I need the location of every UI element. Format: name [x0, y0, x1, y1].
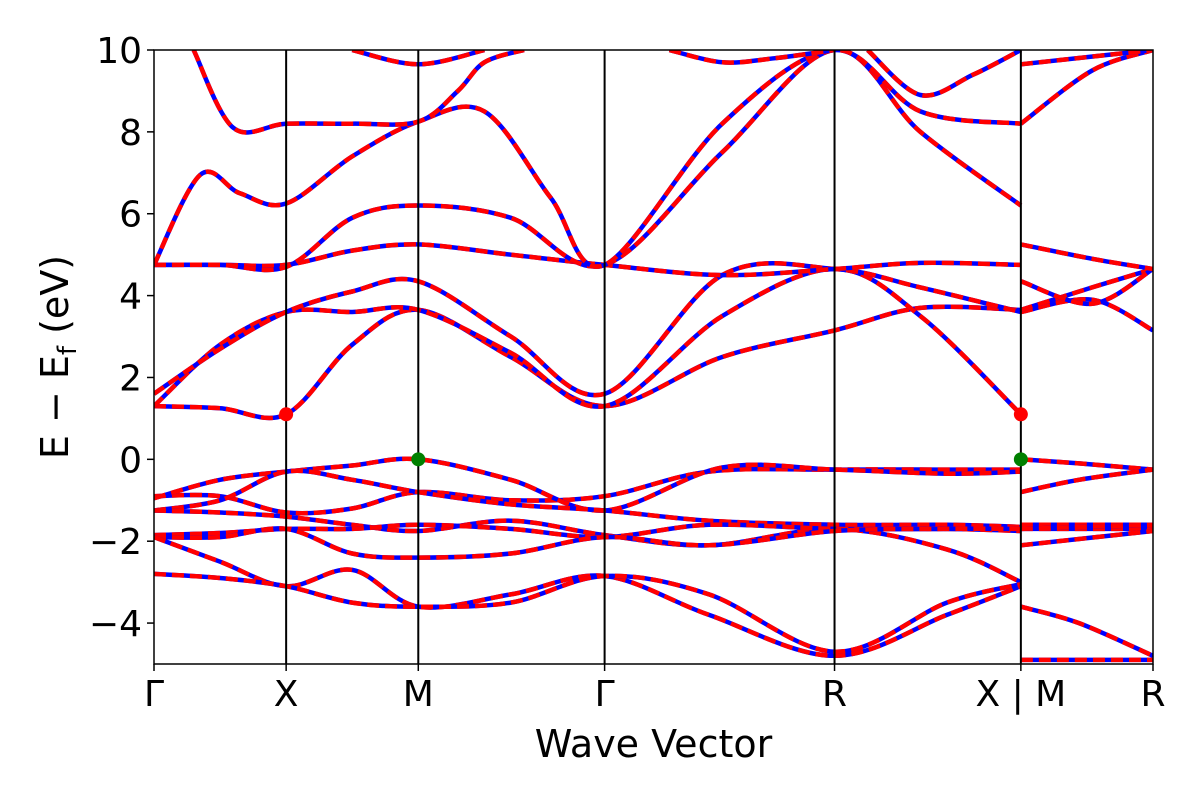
band-line-dashed [1020, 604, 1153, 658]
cbm-marker [279, 407, 294, 422]
band-line-solid [154, 534, 1022, 659]
x-tick-label: R [1140, 674, 1165, 715]
band-line-solid [1020, 604, 1153, 658]
band-line-dashed [154, 526, 1021, 560]
y-tick-label: 8 [119, 113, 142, 154]
band-line-dashed [1020, 467, 1153, 495]
y-tick-label: 6 [119, 195, 142, 236]
band-line-solid [154, 50, 1023, 273]
y-tick-label: 2 [119, 358, 142, 399]
band-line-solid [154, 456, 1021, 513]
y-axis-label-subscript: f [53, 345, 83, 355]
band-line-solid [154, 304, 1021, 421]
x-tick-label: R [822, 674, 847, 715]
band-line-dashed [154, 522, 1021, 540]
x-axis-ticks: Γ X M Γ R X | M R [144, 664, 1166, 715]
band-line-solid [154, 466, 1021, 516]
band-line-dashed [1020, 242, 1153, 272]
x-tick-label: Γ [144, 674, 164, 715]
band-line-dashed [1020, 296, 1153, 333]
band-line-dashed [154, 50, 1022, 269]
vbm-marker [1013, 452, 1028, 467]
band-line-solid [154, 508, 1022, 585]
y-axis-label: E − Ef (eV) [33, 255, 83, 459]
band-line-solid [154, 50, 1022, 269]
bands-layer [154, 50, 1153, 663]
x-tick-label: X [274, 674, 299, 715]
y-tick-label: 0 [119, 440, 142, 481]
band-line-dashed [154, 468, 1021, 530]
band-line-dashed [1020, 266, 1153, 313]
y-tick-label: −4 [89, 604, 142, 645]
band-line-dashed [154, 466, 1021, 516]
band-line-dashed [1020, 528, 1153, 548]
band-line-solid [154, 261, 1022, 398]
band-line-dashed [1020, 522, 1153, 532]
band-line-dashed [1019, 50, 1153, 126]
x-tick-label: M [403, 674, 434, 715]
band-line-dashed [1020, 457, 1153, 472]
band-line-solid [154, 242, 1021, 278]
band-line-solid [191, 50, 525, 135]
vbm-marker [411, 452, 426, 467]
y-tick-label: −2 [89, 522, 142, 563]
cbm-marker [1013, 407, 1028, 422]
y-tick-label: 4 [119, 277, 142, 318]
band-line-dashed [866, 50, 1022, 98]
y-axis-ticks: −4 −2 0 2 4 6 8 10 [89, 31, 154, 645]
y-axis-label-main: E − E [33, 355, 77, 459]
band-line-dashed [668, 50, 835, 65]
x-tick-label: Γ [595, 674, 615, 715]
x-tick-label: X | M [975, 674, 1066, 715]
band-line-dashed [154, 50, 1023, 273]
x-axis-label: Wave Vector [535, 722, 773, 766]
band-line-dashed [154, 456, 1021, 513]
band-line-dashed [191, 50, 525, 135]
band-line-dashed [154, 571, 1022, 654]
plot-frame [153, 49, 1154, 665]
band-line-dashed [154, 508, 1022, 585]
high-symmetry-lines [285, 50, 1022, 664]
band-line-dashed [154, 534, 1022, 659]
y-axis-label-unit: (eV) [33, 255, 77, 346]
band-line-dashed [154, 242, 1021, 278]
band-line-dashed [1020, 267, 1153, 307]
band-line-dashed [1020, 50, 1153, 67]
extrema-markers [279, 407, 1028, 467]
y-tick-label: 10 [96, 31, 142, 72]
band-line-dashed [154, 261, 1022, 398]
